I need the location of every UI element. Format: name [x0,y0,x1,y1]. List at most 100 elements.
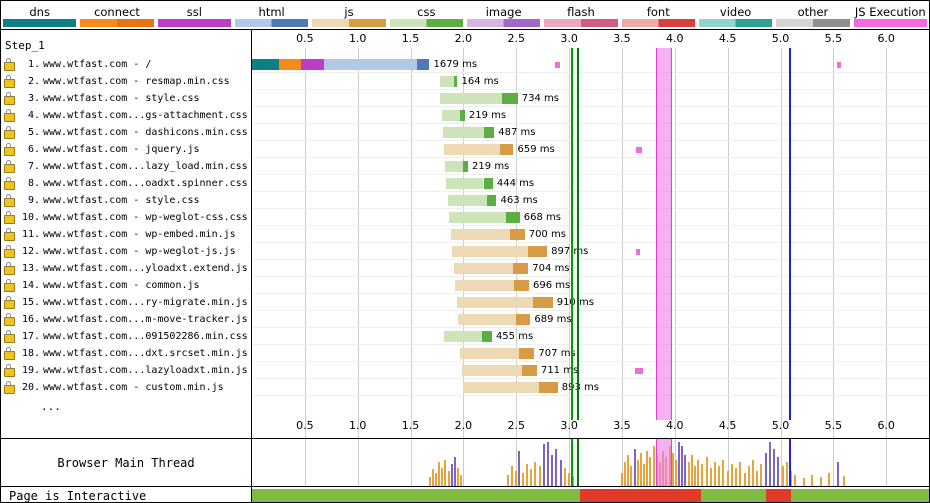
request-url: www.wtfast.com - / [43,59,152,70]
https-lock-icon [4,312,15,326]
main-thread-bar [842,476,845,486]
request-time-label: 164 ms [461,76,499,87]
legend-item-html: html [233,1,310,29]
legend-item-dns: dns [1,1,78,29]
request-url: www.wtfast.com...lazyloadxt.min.js [43,365,248,376]
request-row[interactable]: 7. www.wtfast.com...lazy_load.min.css [1,158,251,175]
main-thread-bar [790,471,793,486]
main-thread-bar [649,457,652,486]
request-row[interactable]: 8. www.wtfast.com...oadxt.spinner.css [1,175,251,192]
request-row[interactable]: 16. www.wtfast.com...m-move-tracker.js [1,311,251,328]
main-thread-bar [515,471,518,486]
main-thread-chart [252,439,929,486]
main-thread-bar [811,475,814,486]
time-tick: 4.5 [718,32,737,45]
gridline [833,439,835,486]
request-row[interactable]: 6. www.wtfast.com - jquery.js [1,141,251,158]
https-lock-icon [4,74,15,88]
step-label: Step_1 [5,39,45,52]
request-bar-segment [459,348,520,359]
request-bar-segment [528,246,548,257]
request-row[interactable]: 5. www.wtfast.com - dashicons.min.css [1,124,251,141]
main-thread-bar [555,449,558,486]
interactive-segment-interactive [252,489,580,502]
time-tick: 2.0 [454,32,473,45]
main-thread-bar [819,477,822,486]
request-row[interactable]: 18. www.wtfast.com...dxt.srcset.min.js [1,345,251,362]
legend-swatch [621,19,695,27]
time-tick: 1.0 [348,419,367,432]
request-time-label: 444 ms [496,178,535,189]
request-number: 6. [27,144,40,155]
request-number: 17. [21,331,40,342]
legend-item-connect: connect [78,1,155,29]
request-bar-segment [463,382,539,393]
main-thread-bar [525,464,528,486]
request-time-label: 711 ms [540,365,579,376]
request-time-label: 707 ms [538,348,576,359]
time-tick: 1.0 [348,32,367,45]
request-bar-segment [444,161,464,172]
time-tick: 6.0 [877,419,895,432]
request-row[interactable]: 14. www.wtfast.com - common.js [1,277,251,294]
main-thread-bar [760,464,763,486]
main-thread-bars [252,439,929,486]
main-thread-bar [636,460,639,486]
legend-label: dns [29,5,50,19]
legend-label: html [258,5,285,19]
main-thread-bar [752,460,755,486]
request-url: www.wtfast.com...091502286.min.css [43,331,248,342]
request-row[interactable]: 17. www.wtfast.com...091502286.min.css [1,328,251,345]
request-time-label: 463 ms [500,195,538,206]
https-lock-icon [4,210,15,224]
request-bar-segment [443,144,500,155]
request-bar-segment [513,263,529,274]
request-row[interactable]: 10. www.wtfast.com - wp-weglot-css.css [1,209,251,226]
request-time-label: 659 ms [517,144,555,155]
main-thread-bar [836,462,839,486]
https-lock-icon [4,91,15,105]
request-row[interactable]: 12. www.wtfast.com - wp-weglot-js.js [1,243,251,260]
request-row[interactable]: 4. www.wtfast.com...gs-attachment.css [1,107,251,124]
main-thread-bar [828,473,831,486]
request-row[interactable]: 2. www.wtfast.com - resmap.min.css [1,73,251,90]
main-thread-bar [521,473,524,486]
main-thread-bar [693,466,696,486]
time-tick: 0.5 [296,419,314,432]
interactive-segment-blocked [765,489,792,502]
request-number: 1. [27,59,40,70]
request-row[interactable]: 13. www.wtfast.com...yloadxt.extend.js [1,260,251,277]
request-row[interactable]: 1. www.wtfast.com - / [1,56,251,73]
legend-label: flash [567,5,595,19]
request-number: 5. [27,127,40,138]
main-thread-bar [681,446,684,486]
request-row[interactable]: 19. www.wtfast.com...lazyloadxt.min.js [1,362,251,379]
request-time-label: 487 ms [498,127,536,138]
legend-swatch [389,19,463,27]
request-row[interactable]: 20. www.wtfast.com - custom.min.js [1,379,251,396]
gridline [727,439,729,486]
https-lock-icon [4,176,15,190]
main-thread-bar [781,466,784,486]
request-bar-segment [521,365,537,376]
request-list: 1. www.wtfast.com - /2. www.wtfast.com - r… [1,56,251,396]
legend-label: other [797,5,829,19]
dom-content-loaded-band [656,439,673,486]
request-bar-segment [440,76,454,87]
first-contentful-paint-marker [577,439,580,486]
time-tick: 3.0 [560,419,578,432]
request-number: 8. [27,178,40,189]
request-bar-segment [483,178,493,189]
legend-item-video: video [697,1,774,29]
request-bar-segment [445,178,484,189]
https-lock-icon [4,346,15,360]
js-execution-mark [836,62,841,68]
request-url: www.wtfast.com...m-move-tracker.js [43,314,248,325]
legend-swatch [3,19,77,27]
request-row[interactable]: 3. www.wtfast.com - style.css [1,90,251,107]
request-row[interactable]: 11. www.wtfast.com - wp-embed.min.js [1,226,251,243]
legend-swatch [698,19,773,27]
request-row[interactable]: 9. www.wtfast.com - style.css [1,192,251,209]
request-row[interactable]: 15. www.wtfast.com...ry-migrate.min.js [1,294,251,311]
request-bar-segment [441,110,461,121]
